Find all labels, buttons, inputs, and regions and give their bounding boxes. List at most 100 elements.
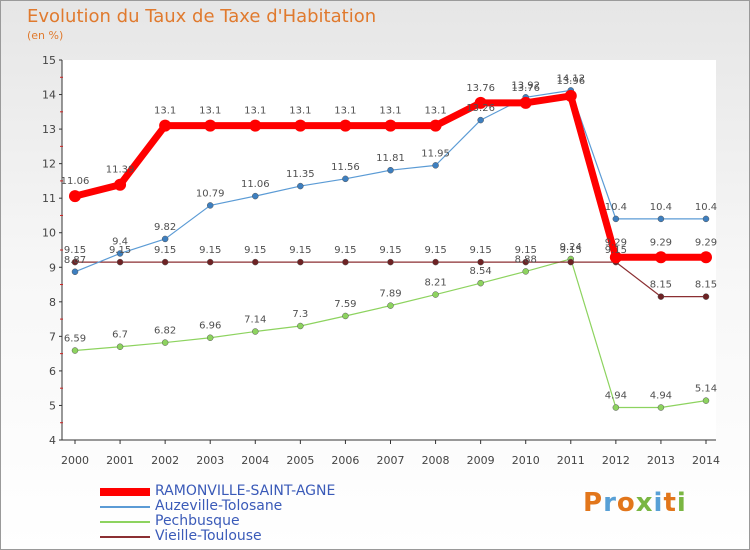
x-tick-label: 2014 [692, 454, 720, 467]
data-label-ramonville-saint-agne: 11.06 [61, 176, 90, 187]
data-point-auzeville-tolosane [657, 215, 665, 223]
data-point-vieille-toulouse [477, 258, 484, 266]
y-tick-label: 7 [49, 330, 56, 343]
data-point-vieille-toulouse [206, 258, 214, 266]
chart-unit-label: (en %) [27, 29, 64, 42]
data-point-ramonville-saint-agne [700, 251, 712, 264]
data-point-auzeville-tolosane [612, 215, 620, 223]
data-point-vieille-toulouse [702, 293, 710, 300]
x-tick-label: 2004 [241, 454, 269, 467]
data-point-pechbusque [161, 339, 169, 346]
data-point-ramonville-saint-agne [609, 251, 622, 264]
legend-label: RAMONVILLE-SAINT-AGNE [155, 483, 336, 499]
data-label-auzeville-tolosane: 10.4 [605, 202, 627, 213]
data-label-vieille-toulouse: 9.15 [379, 245, 401, 256]
data-point-ramonville-saint-agne [69, 190, 81, 203]
legend-label: Auzeville-Tolosane [155, 498, 283, 514]
legend-swatch [100, 535, 150, 538]
data-label-vieille-toulouse: 9.15 [605, 245, 627, 256]
x-tick-label: 2003 [196, 454, 224, 467]
data-point-ramonville-saint-agne [249, 119, 262, 132]
data-label-vieille-toulouse: 9.15 [244, 245, 266, 256]
data-point-pechbusque [477, 279, 484, 287]
data-point-pechbusque [206, 334, 214, 341]
data-label-ramonville-saint-agne: 13.76 [466, 83, 495, 94]
data-label-auzeville-tolosane: 13.26 [466, 103, 495, 114]
data-label-pechbusque: 8.21 [424, 278, 446, 289]
data-label-auzeville-tolosane: 11.35 [286, 169, 315, 180]
data-label-ramonville-saint-agne: 13.1 [199, 106, 221, 117]
data-label-pechbusque: 6.7 [112, 330, 128, 341]
data-point-ramonville-saint-agne [159, 119, 172, 132]
data-label-auzeville-tolosane: 11.81 [376, 153, 405, 164]
data-label-pechbusque: 8.88 [515, 254, 537, 265]
data-point-auzeville-tolosane [161, 235, 169, 243]
data-label-ramonville-saint-agne: 9.29 [650, 237, 672, 248]
data-point-pechbusque [252, 328, 259, 335]
data-label-vieille-toulouse: 9.15 [64, 245, 86, 256]
legend-swatch [100, 520, 150, 523]
data-point-vieille-toulouse [342, 258, 349, 266]
data-point-auzeville-tolosane [252, 192, 259, 200]
data-point-vieille-toulouse [71, 258, 79, 266]
data-point-ramonville-saint-agne [429, 119, 442, 132]
data-label-auzeville-tolosane: 10.4 [650, 202, 672, 213]
data-label-ramonville-saint-agne: 11.39 [106, 165, 135, 176]
x-tick-label: 2001 [106, 454, 134, 467]
data-label-auzeville-tolosane: 13.92 [511, 80, 540, 91]
data-label-auzeville-tolosane: 14.12 [556, 73, 585, 84]
data-label-ramonville-saint-agne: 13.96 [556, 76, 585, 87]
data-point-ramonville-saint-agne [474, 96, 487, 109]
data-point-pechbusque [387, 302, 394, 309]
legend-label: Pechbusque [155, 513, 240, 529]
data-label-pechbusque: 7.14 [244, 315, 266, 326]
legend-swatch [100, 487, 150, 496]
data-label-vieille-toulouse: 9.15 [470, 245, 492, 256]
logo-letter: r [603, 488, 617, 518]
data-label-ramonville-saint-agne: 13.1 [289, 106, 311, 117]
data-label-auzeville-tolosane: 10.79 [196, 188, 225, 199]
data-point-vieille-toulouse [116, 258, 124, 266]
y-tick-label: 10 [42, 227, 56, 240]
data-label-vieille-toulouse: 9.15 [154, 245, 176, 256]
data-point-vieille-toulouse [387, 258, 394, 266]
x-tick-label: 2013 [647, 454, 675, 467]
data-point-pechbusque [116, 343, 124, 350]
x-tick-label: 2009 [467, 454, 495, 467]
data-label-auzeville-tolosane: 9.82 [154, 222, 176, 233]
chart-title: Evolution du Taux de Taxe d'Habitation [27, 6, 377, 27]
data-point-vieille-toulouse [522, 258, 529, 266]
data-label-pechbusque: 7.89 [379, 289, 401, 300]
data-point-pechbusque [432, 291, 439, 298]
data-label-pechbusque: 4.94 [605, 391, 627, 402]
data-label-ramonville-saint-agne: 13.1 [379, 106, 401, 117]
legend-label: Vieille-Toulouse [155, 528, 262, 544]
x-tick-label: 2012 [602, 454, 630, 467]
y-tick-label: 5 [49, 399, 56, 412]
data-label-ramonville-saint-agne: 13.1 [244, 106, 266, 117]
logo-letter: i [653, 488, 664, 518]
data-point-ramonville-saint-agne [564, 89, 577, 102]
data-point-pechbusque [612, 404, 620, 411]
data-point-vieille-toulouse [161, 258, 169, 266]
data-point-auzeville-tolosane [297, 182, 304, 190]
data-label-auzeville-tolosane: 9.4 [112, 236, 128, 247]
y-tick-label: 14 [42, 89, 56, 102]
x-tick-label: 2011 [557, 454, 585, 467]
data-label-auzeville-tolosane: 8.87 [64, 255, 86, 266]
data-label-pechbusque: 7.3 [292, 309, 308, 320]
data-label-pechbusque: 4.94 [650, 391, 672, 402]
data-label-vieille-toulouse: 8.15 [650, 280, 672, 291]
y-tick-label: 15 [42, 54, 56, 67]
y-tick-label: 11 [42, 192, 56, 205]
logo-letter: i [676, 488, 687, 518]
data-point-pechbusque [702, 397, 710, 404]
proxiti-logo: Proxiti [583, 488, 687, 518]
data-point-auzeville-tolosane [477, 116, 484, 124]
x-tick-label: 2010 [512, 454, 540, 467]
data-point-pechbusque [71, 347, 79, 354]
data-label-pechbusque: 8.54 [470, 266, 492, 277]
data-point-vieille-toulouse [297, 258, 304, 266]
data-label-ramonville-saint-agne: 9.29 [605, 237, 627, 248]
y-tick-label: 13 [42, 123, 56, 136]
